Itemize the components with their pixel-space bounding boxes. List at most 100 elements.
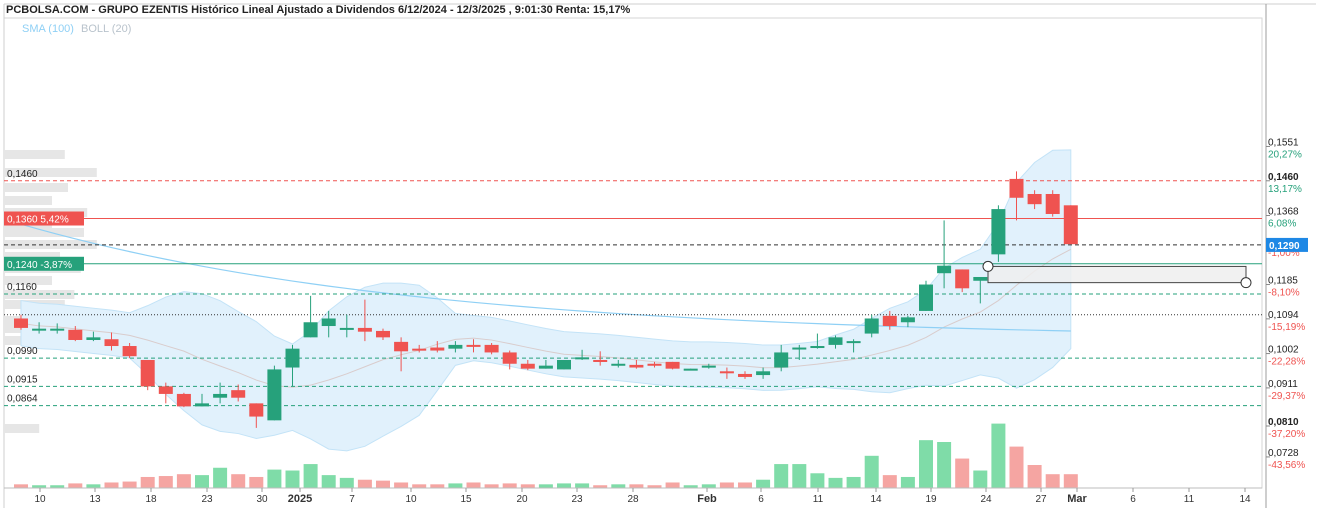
candle — [846, 339, 861, 353]
x-tick-label: 19 — [925, 494, 937, 505]
zone-handle-right — [1240, 277, 1252, 289]
volume-profile-bar — [4, 252, 60, 261]
level-label: 0,1460 — [7, 169, 38, 180]
candle — [68, 326, 83, 342]
volume-bar — [32, 485, 47, 488]
x-tick-label: Feb — [697, 493, 717, 505]
legend-boll: BOLL (20) — [81, 23, 132, 35]
candle — [719, 367, 734, 379]
x-tick-label: 23 — [201, 494, 213, 505]
candle-body — [50, 328, 65, 331]
candle — [1045, 190, 1060, 217]
y-tick-percent: -8,10% — [1268, 288, 1300, 299]
candle-body — [249, 403, 264, 417]
volume-bar — [357, 479, 372, 488]
x-tick-label: 14 — [870, 494, 882, 505]
candle-body — [122, 346, 137, 357]
level-line: 0,1360 5,42% — [4, 211, 1262, 226]
candle — [611, 359, 626, 368]
volume-bar — [249, 476, 264, 488]
volume-bar — [466, 482, 481, 488]
candle — [1027, 190, 1042, 210]
volume-bar — [321, 475, 336, 488]
volume-profile-bar — [4, 150, 65, 159]
volume-bar — [1063, 474, 1078, 488]
volume-bar — [557, 483, 571, 488]
candle-body — [810, 346, 825, 349]
candle — [231, 384, 246, 402]
candle — [321, 310, 336, 338]
candle — [357, 299, 372, 342]
volume-bar — [864, 455, 879, 488]
candle-body — [1009, 178, 1024, 198]
level-tag — [4, 256, 84, 271]
candle — [919, 280, 933, 311]
candle-body — [195, 403, 209, 407]
y-tick-percent: -29,37% — [1268, 391, 1305, 402]
candle — [900, 315, 915, 328]
candle-body — [828, 337, 843, 345]
candle-body — [900, 317, 915, 323]
x-tick-label: 11 — [813, 494, 824, 505]
candle-body — [1045, 193, 1060, 214]
volume-bar — [176, 474, 191, 488]
candle-body — [448, 344, 463, 349]
x-tick-label: 10 — [405, 494, 417, 505]
volume-bar — [1045, 474, 1060, 488]
level-line: 0,0915 — [4, 374, 1262, 387]
candle — [575, 349, 590, 360]
x-tick-label: 13 — [89, 494, 101, 505]
volume-bar — [376, 480, 390, 488]
x-axis: 10 13 18 23 30 2025 7 10 15 20 23 28 Feb 6 11 14 19 24 27 M… — [4, 487, 1262, 505]
candle-body — [104, 339, 119, 347]
candle — [394, 337, 409, 372]
candle-body — [339, 327, 354, 330]
volume-bar — [339, 477, 354, 488]
level-line: 0,1240 -3,87% — [4, 256, 1262, 271]
volume-bar — [1009, 446, 1024, 488]
volume-bar — [810, 473, 825, 488]
candle — [32, 322, 47, 334]
x-tick-label: 7 — [349, 494, 355, 505]
candle — [339, 314, 354, 338]
volume-bar — [195, 475, 209, 488]
candle-body — [140, 359, 155, 387]
volume-profile-bar — [4, 183, 68, 192]
candle — [792, 344, 807, 360]
candle — [448, 341, 463, 353]
candle-body — [683, 368, 698, 371]
volume-bar — [538, 484, 553, 488]
level-line: 0,1460 — [4, 169, 1262, 182]
candle-body — [32, 328, 47, 331]
candle — [1063, 205, 1078, 245]
candle — [756, 367, 771, 379]
candle-body — [629, 364, 644, 368]
candle — [376, 328, 390, 340]
y-tick-percent: 6,08% — [1268, 218, 1296, 229]
y-tick-percent: -43,56% — [1268, 460, 1305, 471]
candle-body — [991, 209, 1006, 255]
volume-bar — [593, 485, 608, 488]
volume-bar — [774, 464, 789, 488]
candle-body — [1027, 193, 1042, 205]
candle-body — [303, 322, 318, 338]
volume-bar — [231, 474, 246, 488]
volume-profile-bar — [4, 228, 84, 237]
x-tick-label: 14 — [1239, 494, 1251, 505]
volume-bar — [900, 476, 915, 488]
volume-bar — [267, 469, 282, 488]
candle-body — [14, 318, 28, 328]
candle-body — [357, 327, 372, 332]
volume-bar — [50, 485, 65, 488]
candle-body — [86, 337, 101, 340]
volume-profile-bar — [4, 168, 97, 177]
volume-bar — [955, 458, 970, 488]
level-label: 0,0990 — [7, 346, 38, 357]
candle — [86, 331, 101, 342]
candle — [285, 344, 300, 387]
y-tick-label: 0,1460 — [1268, 172, 1299, 183]
candle-body — [593, 359, 608, 362]
volume-bar — [828, 477, 843, 488]
x-tick-label: Mar — [1067, 493, 1087, 505]
x-tick-label: 11 — [1184, 494, 1195, 505]
